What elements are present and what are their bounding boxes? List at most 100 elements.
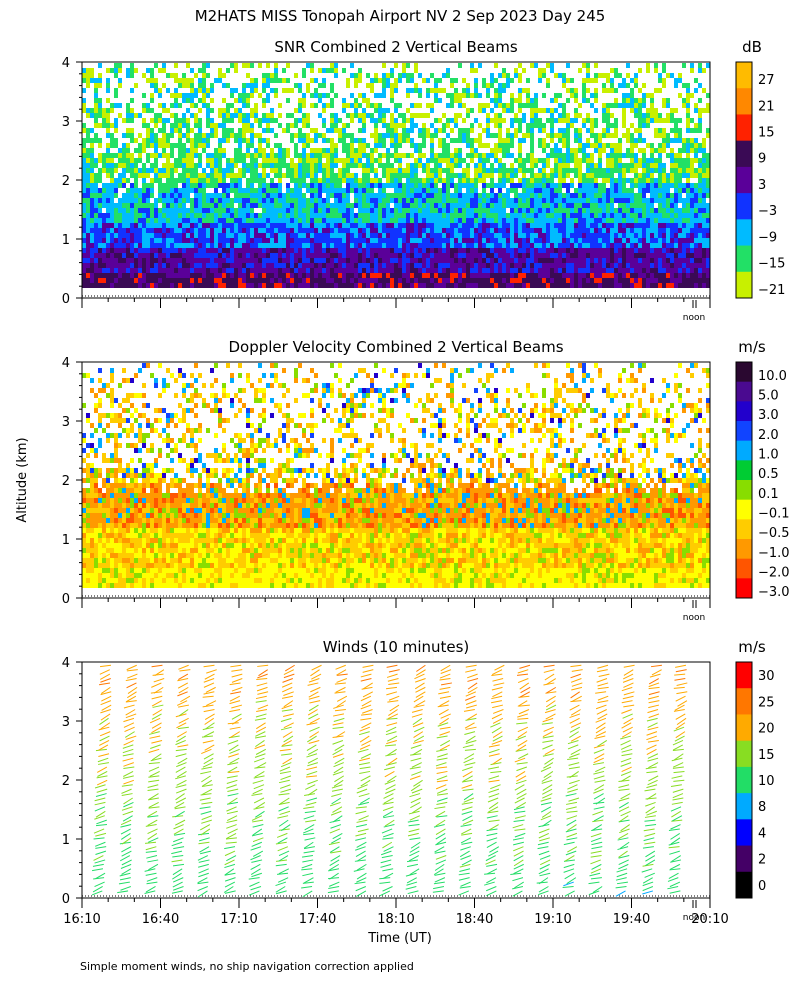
- snr-cell: [430, 138, 434, 143]
- snr-cell: [82, 198, 86, 203]
- snr-cell: [582, 208, 586, 213]
- snr-cell: [318, 273, 322, 278]
- snr-cell: [362, 188, 366, 193]
- snr-cell: [550, 193, 554, 198]
- snr-cell: [158, 233, 162, 238]
- snr-cell: [378, 243, 382, 248]
- snr-cell: [402, 133, 406, 138]
- snr-cell: [86, 213, 90, 218]
- snr-cell: [214, 128, 218, 133]
- snr-cell: [502, 193, 506, 198]
- snr-cell: [286, 63, 290, 68]
- snr-cell: [146, 133, 150, 138]
- snr-cell: [350, 208, 354, 213]
- snr-cell: [138, 148, 142, 153]
- snr-cell: [418, 268, 422, 273]
- snr-cell: [342, 218, 346, 223]
- snr-cell: [126, 143, 130, 148]
- snr-cell: [442, 178, 446, 183]
- snr-cell: [578, 168, 582, 173]
- snr-cell: [422, 128, 426, 133]
- snr-cell: [510, 238, 514, 243]
- snr-cell: [562, 108, 566, 113]
- snr-cell: [334, 73, 338, 78]
- snr-cell: [586, 233, 590, 238]
- snr-cell: [550, 263, 554, 268]
- snr-cell: [502, 148, 506, 153]
- snr-cell: [330, 128, 334, 133]
- snr-cell: [510, 283, 514, 288]
- snr-cell: [182, 283, 186, 288]
- snr-cell: [610, 158, 614, 163]
- snr-cell: [442, 213, 446, 218]
- snr-cell: [634, 283, 638, 288]
- snr-cell: [382, 253, 386, 258]
- snr-cell: [574, 88, 578, 93]
- snr-cell: [298, 198, 302, 203]
- snr-cell: [382, 193, 386, 198]
- snr-cell: [594, 203, 598, 208]
- snr-cell: [630, 78, 634, 83]
- snr-cell: [94, 118, 98, 123]
- snr-cell: [442, 113, 446, 118]
- snr-cell: [182, 113, 186, 118]
- snr-cell: [274, 68, 278, 73]
- snr-cell: [262, 73, 266, 78]
- snr-cell: [410, 78, 414, 83]
- snr-cell: [214, 193, 218, 198]
- snr-cell: [450, 238, 454, 243]
- snr-cell: [150, 93, 154, 98]
- snr-cell: [490, 78, 494, 83]
- snr-cell: [586, 128, 590, 133]
- snr-cell: [122, 208, 126, 213]
- snr-cell: [134, 273, 138, 278]
- snr-cell: [162, 123, 166, 128]
- snr-cell: [426, 208, 430, 213]
- snr-cell: [626, 258, 630, 263]
- snr-cell: [438, 223, 442, 228]
- snr-cell: [82, 143, 86, 148]
- snr-cell: [198, 153, 202, 158]
- snr-cell: [194, 103, 198, 108]
- snr-cell: [110, 163, 114, 168]
- snr-cell: [486, 213, 490, 218]
- snr-cell: [238, 223, 242, 228]
- snr-cell: [86, 148, 90, 153]
- snr-cell: [202, 203, 206, 208]
- snr-cell: [218, 183, 222, 188]
- snr-cell: [274, 188, 278, 193]
- snr-cell: [562, 283, 566, 288]
- snr-cell: [614, 258, 618, 263]
- snr-cell: [618, 283, 622, 288]
- snr-cell: [186, 148, 190, 153]
- snr-cell: [250, 108, 254, 113]
- snr-cell: [250, 233, 254, 238]
- snr-cell: [394, 158, 398, 163]
- snr-cell: [530, 243, 534, 248]
- snr-cell: [622, 168, 626, 173]
- snr-cell: [422, 268, 426, 273]
- snr-cell: [562, 238, 566, 243]
- snr-cell: [218, 253, 222, 258]
- snr-cell: [322, 278, 326, 283]
- snr-cell: [122, 143, 126, 148]
- snr-cell: [422, 133, 426, 138]
- snr-cell: [122, 183, 126, 188]
- snr-cell: [330, 183, 334, 188]
- snr-cell: [326, 278, 330, 283]
- snr-cell: [170, 183, 174, 188]
- snr-cell: [542, 158, 546, 163]
- snr-cell: [506, 223, 510, 228]
- snr-cell: [430, 188, 434, 193]
- snr-cell: [338, 128, 342, 133]
- snr-cell: [326, 183, 330, 188]
- snr-cell: [294, 213, 298, 218]
- snr-cell: [374, 283, 378, 288]
- snr-cell: [518, 273, 522, 278]
- snr-cell: [502, 238, 506, 243]
- snr-cell: [146, 273, 150, 278]
- snr-cell: [482, 258, 486, 263]
- snr-cell: [530, 228, 534, 233]
- snr-cell: [182, 263, 186, 268]
- snr-cell: [282, 258, 286, 263]
